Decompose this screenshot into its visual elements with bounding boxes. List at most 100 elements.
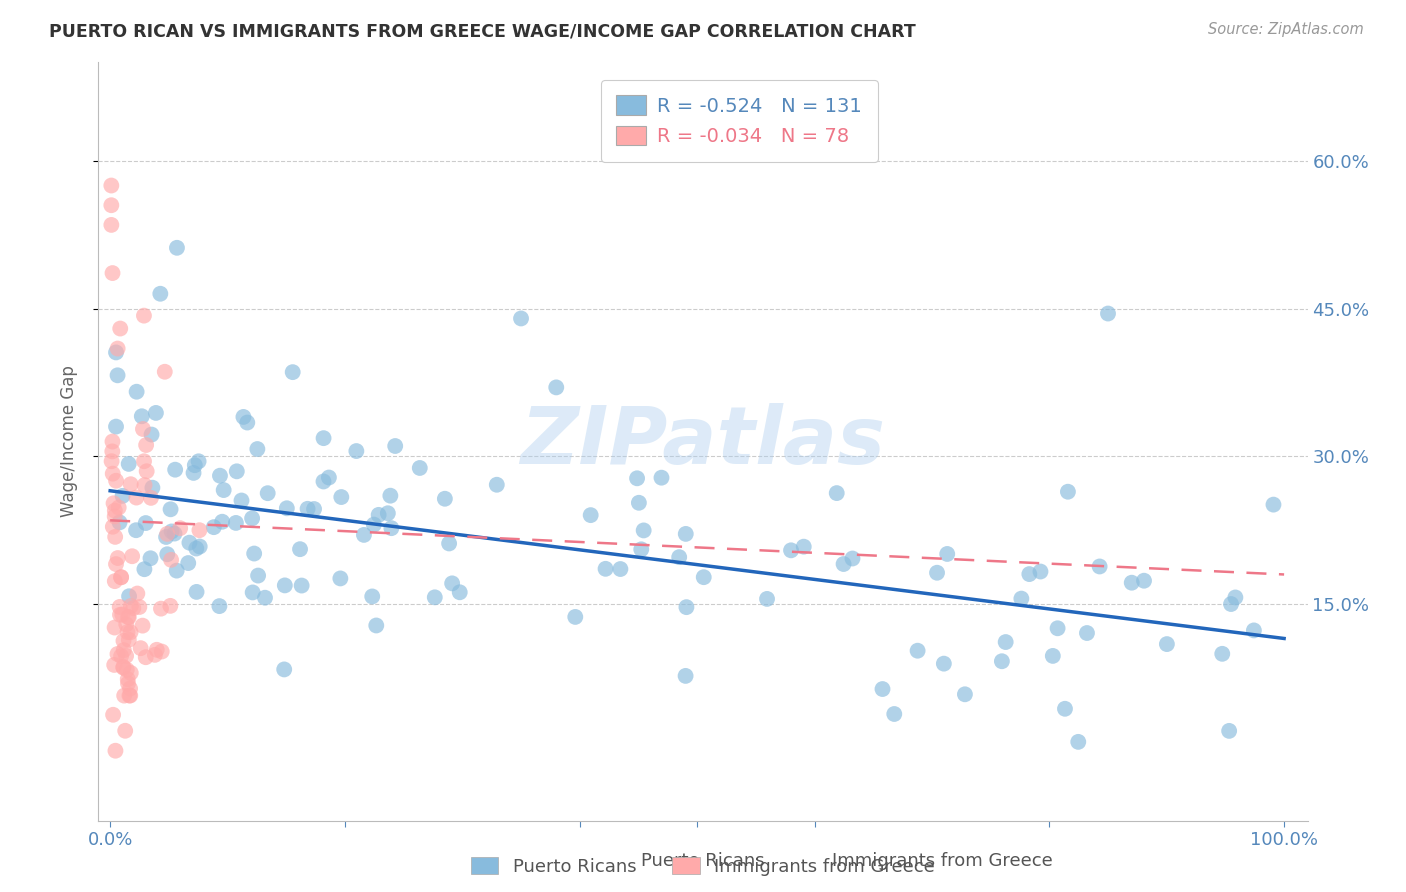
Puerto Ricans xyxy=(595,562,617,576)
Puerto Ricans xyxy=(246,442,269,456)
Immigrants from Greece xyxy=(135,464,157,478)
Immigrants from Greece xyxy=(104,744,127,758)
Immigrants from Greece xyxy=(107,500,129,515)
Legend: R = -0.524   N = 131, R = -0.034   N = 78: R = -0.524 N = 131, R = -0.034 N = 78 xyxy=(600,79,877,161)
Immigrants from Greece xyxy=(115,648,138,663)
Puerto Ricans xyxy=(361,590,384,604)
Puerto Ricans xyxy=(1220,597,1243,611)
Text: ZIPatlas: ZIPatlas xyxy=(520,402,886,481)
Puerto Ricans xyxy=(1067,735,1090,749)
Puerto Ricans xyxy=(675,600,697,615)
Puerto Ricans xyxy=(225,464,247,478)
Immigrants from Greece xyxy=(110,649,132,664)
Puerto Ricans xyxy=(925,566,948,580)
Immigrants from Greece xyxy=(127,586,149,600)
Immigrants from Greece xyxy=(118,632,141,647)
Puerto Ricans xyxy=(139,551,162,566)
Puerto Ricans xyxy=(1076,626,1098,640)
Puerto Ricans xyxy=(675,669,697,683)
Immigrants from Greece xyxy=(132,454,155,468)
Immigrants from Greece xyxy=(188,523,211,537)
Puerto Ricans xyxy=(1243,624,1265,638)
Immigrants from Greece xyxy=(107,342,129,356)
Immigrants from Greece xyxy=(117,625,139,640)
Puerto Ricans xyxy=(149,286,172,301)
Text: PUERTO RICAN VS IMMIGRANTS FROM GREECE WAGE/INCOME GAP CORRELATION CHART: PUERTO RICAN VS IMMIGRANTS FROM GREECE W… xyxy=(49,22,915,40)
Immigrants from Greece xyxy=(104,509,127,524)
Puerto Ricans xyxy=(186,585,208,599)
Immigrants from Greece xyxy=(160,553,183,567)
Immigrants from Greece xyxy=(108,599,131,614)
Puerto Ricans xyxy=(186,541,208,556)
Puerto Ricans xyxy=(675,527,697,541)
Puerto Ricans xyxy=(111,489,134,503)
Puerto Ricans xyxy=(825,486,848,500)
Puerto Ricans xyxy=(832,557,855,571)
Immigrants from Greece xyxy=(110,570,132,584)
Puerto Ricans xyxy=(242,585,264,599)
Immigrants from Greece xyxy=(112,643,135,657)
Immigrants from Greece xyxy=(128,600,150,615)
Puerto Ricans xyxy=(626,471,648,485)
Puerto Ricans xyxy=(630,542,652,557)
Puerto Ricans xyxy=(184,458,207,473)
Puerto Ricans xyxy=(156,547,179,561)
Immigrants from Greece xyxy=(120,477,142,491)
Puerto Ricans xyxy=(793,540,815,554)
Immigrants from Greece xyxy=(100,454,122,468)
Immigrants from Greece xyxy=(105,557,128,571)
Immigrants from Greece xyxy=(112,689,135,703)
Puerto Ricans xyxy=(165,463,187,477)
Puerto Ricans xyxy=(1088,559,1111,574)
Immigrants from Greece xyxy=(135,438,157,452)
Puerto Ricans xyxy=(1133,574,1156,588)
Puerto Ricans xyxy=(627,496,650,510)
Immigrants from Greece xyxy=(117,672,139,686)
Immigrants from Greece xyxy=(105,474,128,488)
Puerto Ricans xyxy=(159,502,181,516)
Puerto Ricans xyxy=(780,543,803,558)
Puerto Ricans xyxy=(1053,702,1076,716)
Puerto Ricans xyxy=(211,515,233,529)
Puerto Ricans xyxy=(141,481,163,495)
Immigrants from Greece xyxy=(104,503,127,517)
Puerto Ricans xyxy=(423,591,446,605)
Puerto Ricans xyxy=(155,530,177,544)
Puerto Ricans xyxy=(145,406,167,420)
Puerto Ricans xyxy=(1263,498,1285,512)
Immigrants from Greece xyxy=(120,689,142,703)
Puerto Ricans xyxy=(312,475,335,489)
Puerto Ricans xyxy=(994,635,1017,649)
Immigrants from Greece xyxy=(101,434,124,449)
Puerto Ricans xyxy=(449,585,471,599)
Puerto Ricans xyxy=(1046,621,1069,635)
Puerto Ricans xyxy=(1156,637,1178,651)
Puerto Ricans xyxy=(353,528,375,542)
Puerto Ricans xyxy=(247,568,270,582)
Puerto Ricans xyxy=(188,540,211,554)
Immigrants from Greece xyxy=(110,570,132,584)
Immigrants from Greece xyxy=(125,491,148,505)
Puerto Ricans xyxy=(872,681,894,696)
Immigrants from Greece xyxy=(115,617,138,632)
Puerto Ricans xyxy=(1097,306,1119,320)
Immigrants from Greece xyxy=(115,663,138,677)
Immigrants from Greece xyxy=(120,681,142,696)
Puerto Ricans xyxy=(297,501,319,516)
Puerto Ricans xyxy=(1121,575,1143,590)
Immigrants from Greece xyxy=(101,707,124,722)
Puerto Ricans xyxy=(163,526,186,541)
Immigrants from Greece xyxy=(117,610,139,624)
Immigrants from Greece xyxy=(129,641,152,656)
Puerto Ricans xyxy=(437,536,460,550)
Immigrants from Greece xyxy=(169,521,191,535)
Immigrants from Greece xyxy=(120,665,142,680)
Puerto Ricans xyxy=(609,562,631,576)
Immigrants from Greece xyxy=(135,650,157,665)
Puerto Ricans xyxy=(187,454,209,468)
Puerto Ricans xyxy=(202,520,225,534)
Immigrants from Greece xyxy=(111,607,134,622)
Puerto Ricans xyxy=(118,589,141,603)
Text: Puerto Ricans: Puerto Ricans xyxy=(641,852,765,870)
Immigrants from Greece xyxy=(120,625,142,640)
